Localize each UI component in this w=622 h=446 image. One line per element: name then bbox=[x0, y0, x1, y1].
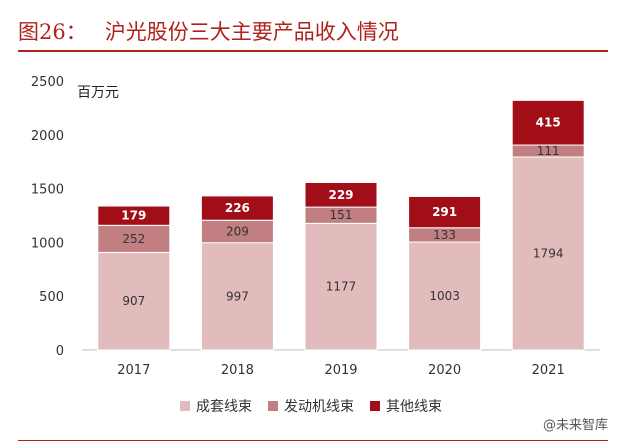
data-label: 151 bbox=[330, 208, 353, 222]
data-label: 1177 bbox=[326, 280, 357, 294]
x-tick-label: 2018 bbox=[221, 363, 254, 378]
legend-swatch bbox=[180, 401, 190, 411]
legend-label: 发动机线束 bbox=[284, 399, 354, 415]
bar-segment bbox=[408, 241, 482, 351]
bar-segment bbox=[304, 222, 378, 351]
bar-segment bbox=[408, 195, 482, 229]
data-label: 252 bbox=[122, 232, 145, 246]
legend-item: 其他线束 bbox=[370, 396, 442, 416]
data-label: 209 bbox=[226, 224, 249, 238]
legend-label: 成套线束 bbox=[196, 399, 252, 415]
data-label: 1003 bbox=[429, 289, 460, 303]
watermark: @未来智库 bbox=[542, 418, 608, 433]
y-tick-label: 1500 bbox=[31, 183, 64, 198]
bar-segment bbox=[304, 181, 378, 208]
legend-swatch bbox=[268, 401, 278, 411]
x-tick-label: 2021 bbox=[532, 363, 565, 378]
data-label: 291 bbox=[432, 205, 457, 219]
data-label: 229 bbox=[328, 188, 353, 202]
legend-item: 成套线束 bbox=[180, 396, 252, 416]
legend-swatch bbox=[370, 401, 380, 411]
x-tick-label: 2017 bbox=[117, 363, 150, 378]
bar-segment bbox=[97, 205, 171, 226]
x-axis: 2017 2018 2019 2020 2021 bbox=[82, 349, 600, 378]
figure-title: 图26： 沪光股份三大主要产品收入情况 bbox=[18, 16, 622, 46]
figure-number: 图26： bbox=[18, 20, 87, 44]
x-tick-label: 2019 bbox=[324, 363, 357, 378]
data-label: 226 bbox=[225, 201, 250, 215]
y-tick-label: 0 bbox=[56, 344, 64, 359]
chart-title: 沪光股份三大主要产品收入情况 bbox=[104, 20, 399, 44]
bar-segment bbox=[97, 224, 171, 253]
bar-segment bbox=[511, 99, 585, 146]
data-label: 907 bbox=[122, 294, 145, 308]
bottom-divider bbox=[18, 440, 608, 441]
data-label: 1794 bbox=[533, 246, 564, 260]
y-axis: 0 500 1000 1500 2000 2500 bbox=[31, 75, 64, 359]
legend-item: 发动机线束 bbox=[268, 396, 354, 416]
y-tick-label: 2500 bbox=[31, 75, 64, 90]
data-label: 133 bbox=[433, 228, 456, 242]
data-label: 997 bbox=[226, 289, 249, 303]
bars-layer: 907 252 179 997 209 226 1177 151 229 1003 133 291 17… bbox=[97, 99, 585, 351]
bar-segment bbox=[200, 195, 274, 221]
data-label: 415 bbox=[536, 116, 561, 130]
y-tick-label: 2000 bbox=[31, 129, 64, 144]
bar-segment bbox=[511, 156, 585, 351]
data-label: 179 bbox=[121, 209, 146, 223]
y-tick-label: 1000 bbox=[31, 236, 64, 251]
y-axis-unit-label: 百万元 bbox=[77, 85, 119, 101]
y-tick-label: 500 bbox=[39, 290, 64, 305]
legend-label: 其他线束 bbox=[386, 399, 442, 415]
chart-legend: 成套线束 发动机线束 其他线束 bbox=[0, 396, 622, 416]
title-divider bbox=[18, 50, 608, 52]
data-label: 111 bbox=[537, 144, 560, 158]
x-tick-label: 2020 bbox=[428, 363, 461, 378]
